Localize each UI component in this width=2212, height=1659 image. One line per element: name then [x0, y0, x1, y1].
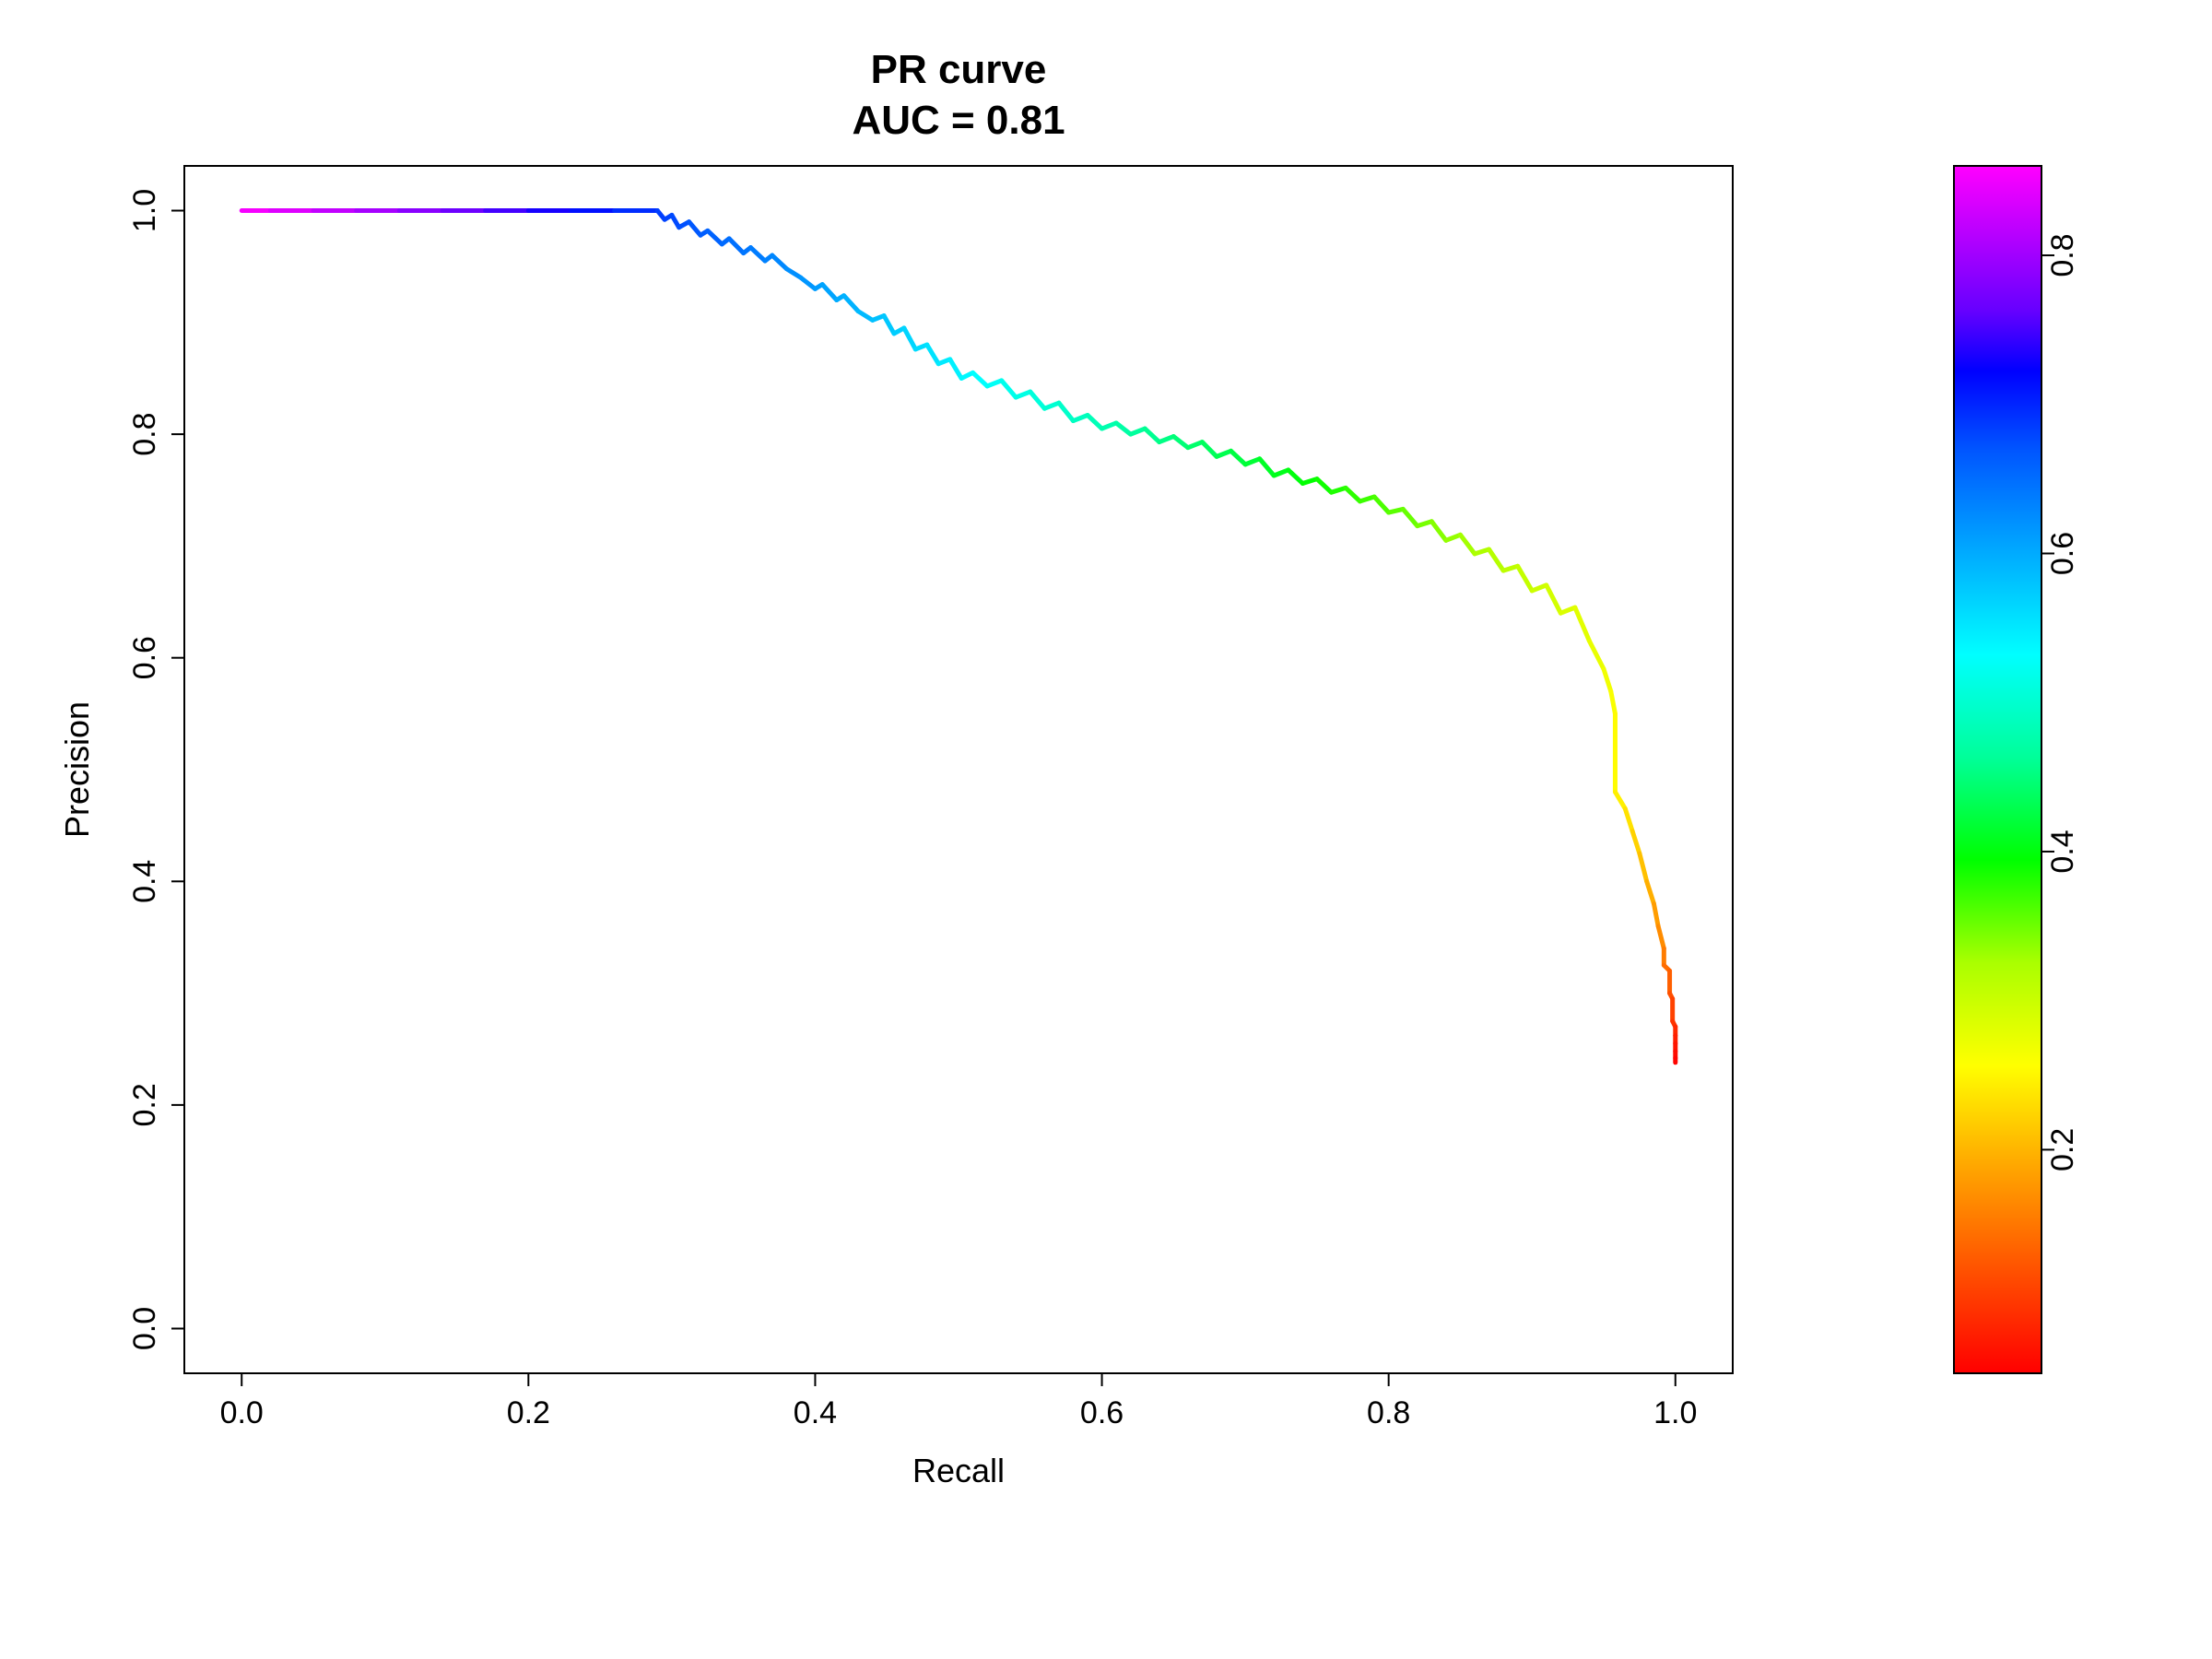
x-tick-label: 0.6 [1080, 1395, 1124, 1430]
colorbar-tick-label: 0.8 [2045, 233, 2080, 276]
y-tick-label: 1.0 [127, 189, 162, 232]
y-axis-label: Precision [58, 701, 96, 838]
chart-title-line1: PR curve [871, 47, 1047, 92]
x-tick-label: 0.0 [220, 1395, 264, 1430]
x-tick-label: 0.2 [507, 1395, 550, 1430]
y-tick-label: 0.2 [127, 1083, 162, 1126]
colorbar-tick-label: 0.6 [2045, 532, 2080, 575]
x-tick-label: 0.8 [1367, 1395, 1410, 1430]
y-tick-label: 0.0 [127, 1307, 162, 1350]
y-tick-label: 0.4 [127, 860, 162, 903]
chart-stage: PR curveAUC = 0.810.00.20.40.60.81.00.00… [0, 0, 2212, 1659]
chart-title-line2: AUC = 0.81 [852, 98, 1065, 143]
y-tick-label: 0.8 [127, 412, 162, 455]
chart-svg: PR curveAUC = 0.810.00.20.40.60.81.00.00… [0, 0, 2212, 1659]
colorbar-tick-label: 0.4 [2045, 830, 2080, 873]
pr-plot: 0.0 0.2 0.4 0.6 0.8 1.0 0.0 0.2 0.4 0.6 0.8 1.0 Reca… [58, 166, 1733, 1489]
y-tick-label: 0.6 [127, 636, 162, 679]
x-tick-label: 1.0 [1653, 1395, 1697, 1430]
x-axis-label: Recall [912, 1452, 1005, 1489]
x-tick-label: 0.4 [794, 1395, 837, 1430]
colorbar-tick-label: 0.2 [2045, 1128, 2080, 1171]
